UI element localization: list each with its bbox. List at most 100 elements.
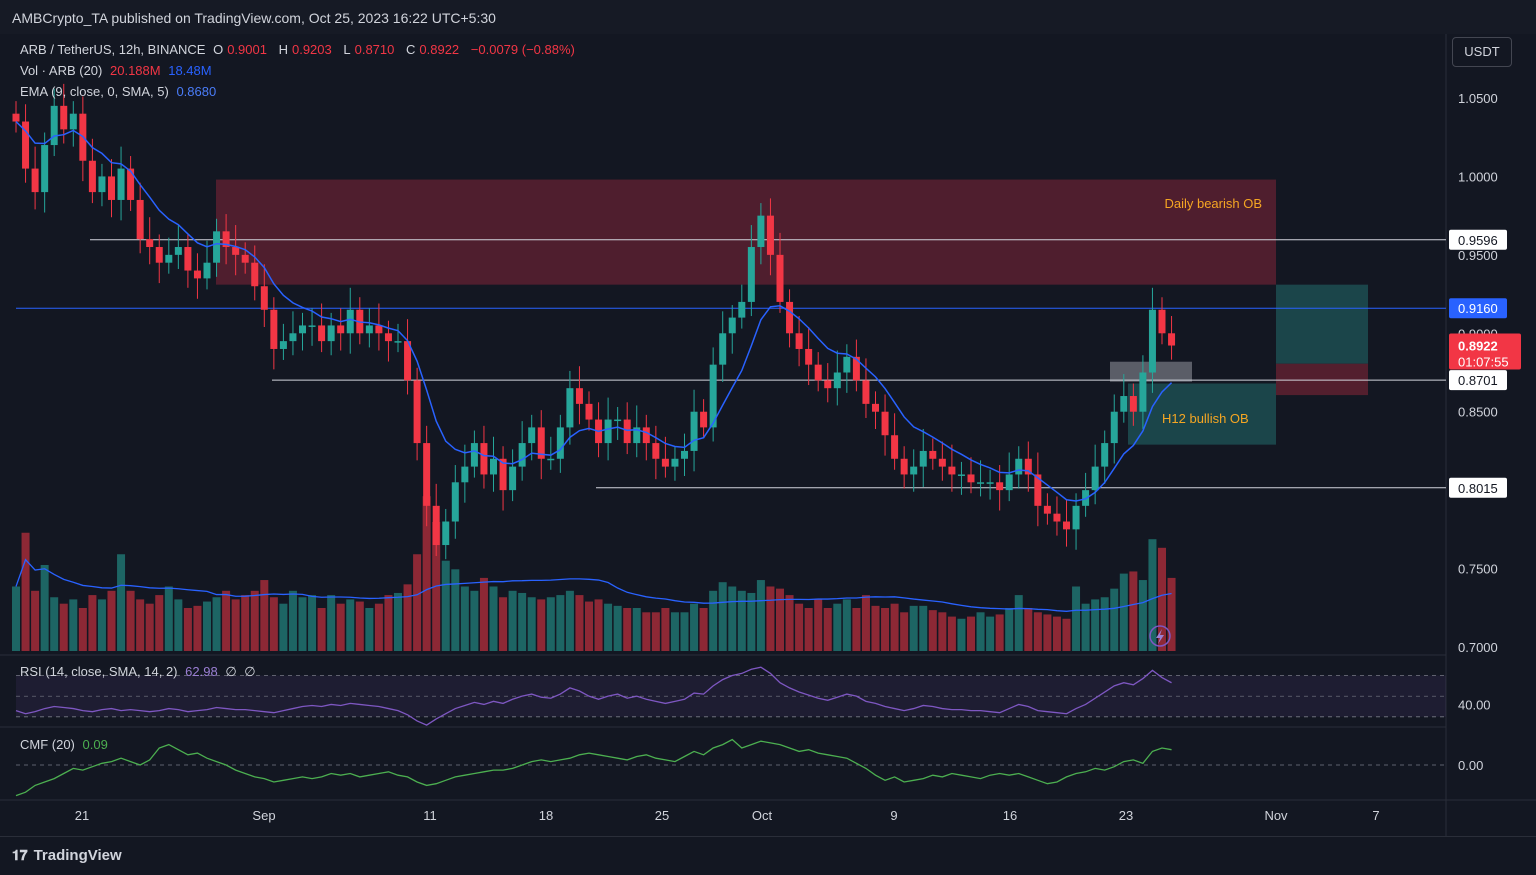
candle-body bbox=[490, 458, 497, 475]
time-tick-label: 25 bbox=[655, 808, 669, 823]
candle-body bbox=[805, 348, 813, 365]
currency-button[interactable]: USDT bbox=[1452, 37, 1512, 67]
tradingview-brand: TradingView bbox=[33, 847, 122, 864]
candle-body bbox=[700, 411, 708, 428]
volume-bar bbox=[728, 586, 737, 651]
candle-body bbox=[88, 160, 96, 193]
candle-body bbox=[1034, 474, 1042, 506]
price-chart[interactable]: Daily bearish OB H12 bullish OB 1.0500 1.00… bbox=[0, 0, 1536, 836]
tradingview-logo[interactable]: 𝟏𝟕 TradingView bbox=[12, 847, 122, 864]
volume-bar bbox=[871, 605, 880, 651]
symbol-name[interactable]: ARB / TetherUS, 12h, BINANCE bbox=[20, 42, 206, 57]
close-label: C bbox=[406, 42, 416, 57]
volume-bar bbox=[327, 595, 336, 651]
volume-bar bbox=[623, 608, 632, 651]
volume-bar bbox=[479, 577, 488, 651]
candle-body bbox=[690, 411, 698, 451]
volume-bar bbox=[756, 580, 765, 651]
candle-body bbox=[308, 325, 316, 327]
volume-bar bbox=[642, 612, 651, 651]
time-tick-label: Nov bbox=[1264, 808, 1288, 823]
candle-body bbox=[556, 427, 564, 459]
candle-body bbox=[1148, 309, 1156, 373]
volume-bar bbox=[861, 595, 870, 651]
candle-body bbox=[1110, 411, 1118, 444]
time-tick-label: 23 bbox=[1119, 808, 1133, 823]
volume-bar bbox=[117, 554, 126, 651]
candle-body bbox=[681, 450, 688, 459]
cmf-line bbox=[15, 738, 1172, 797]
candle-body bbox=[948, 466, 956, 475]
candle-body bbox=[155, 247, 163, 263]
volume-bar bbox=[1014, 595, 1023, 651]
volume-bar bbox=[565, 590, 574, 651]
cmf-label[interactable]: CMF (20) bbox=[20, 737, 75, 752]
volume-bar bbox=[680, 612, 689, 651]
candle-body bbox=[1053, 513, 1061, 522]
candle-body bbox=[537, 427, 545, 459]
candle-body bbox=[136, 199, 144, 240]
level-tag-0 bbox=[1449, 229, 1507, 250]
candle-body bbox=[1072, 505, 1080, 530]
cmf-legend: CMF (20) 0.09 bbox=[20, 737, 112, 752]
price-tick-label: 0.8500 bbox=[1458, 405, 1498, 420]
candle-body bbox=[1005, 474, 1013, 491]
candle-body bbox=[22, 121, 30, 169]
candle-body bbox=[499, 458, 507, 491]
volume-bar bbox=[527, 597, 536, 651]
candle-body bbox=[365, 325, 373, 334]
candle-body bbox=[652, 443, 660, 459]
candle-body bbox=[862, 380, 870, 404]
volume-bar bbox=[881, 608, 890, 651]
volume-bar bbox=[50, 597, 59, 651]
volume-bar bbox=[795, 603, 804, 651]
volume-bar bbox=[422, 496, 431, 651]
candle-body bbox=[270, 309, 278, 349]
volume-bar bbox=[193, 605, 202, 651]
volume-bar bbox=[250, 590, 259, 651]
candle-body bbox=[585, 403, 593, 420]
candle-body bbox=[1063, 521, 1070, 530]
price-tick-label: 1.0000 bbox=[1458, 169, 1498, 184]
candle-body bbox=[814, 364, 822, 381]
high-label: H bbox=[278, 42, 288, 57]
volume-bar bbox=[460, 586, 469, 651]
volume-bar bbox=[928, 610, 937, 651]
volume-bar bbox=[1158, 547, 1166, 651]
level-tag-label-0: 0.9596 bbox=[1458, 233, 1498, 248]
candle-body bbox=[1129, 396, 1137, 412]
low-label: L bbox=[343, 42, 351, 57]
ema-label[interactable]: EMA (9, close, 0, SMA, 5) bbox=[20, 84, 169, 99]
volume-bar bbox=[1062, 618, 1071, 651]
candle-body bbox=[957, 474, 965, 476]
time-tick-label: 11 bbox=[423, 808, 437, 823]
volume-label[interactable]: Vol · ARB (20) bbox=[20, 63, 103, 78]
candle-body bbox=[614, 419, 622, 422]
volume-bar bbox=[203, 601, 211, 651]
volume-bar bbox=[394, 592, 402, 651]
volume-bar bbox=[346, 599, 355, 651]
volume-bar bbox=[1100, 597, 1109, 651]
candle-body bbox=[1101, 443, 1109, 467]
price-tick-label: 0.9500 bbox=[1458, 248, 1498, 263]
candle-body bbox=[327, 325, 335, 342]
candle-body bbox=[977, 482, 985, 484]
candle-body bbox=[117, 168, 125, 200]
candle-body bbox=[518, 443, 526, 467]
volume-bar bbox=[269, 597, 278, 651]
rsi-label[interactable]: RSI (14, close, SMA, 14, 2) bbox=[20, 664, 178, 679]
candle-body bbox=[279, 341, 287, 349]
volume-bar bbox=[890, 603, 899, 651]
volume-bar bbox=[136, 599, 145, 651]
candle-body bbox=[728, 317, 736, 334]
candle-body bbox=[174, 247, 182, 255]
candle-body bbox=[203, 262, 211, 279]
rsi-value: 62.98 bbox=[185, 664, 218, 679]
candle-body bbox=[967, 474, 975, 483]
candle-body bbox=[547, 458, 555, 461]
candle-body bbox=[757, 215, 765, 248]
candle-body bbox=[337, 325, 345, 334]
candle-body bbox=[528, 427, 536, 444]
volume-bar bbox=[183, 608, 192, 651]
volume-bar bbox=[78, 608, 87, 651]
